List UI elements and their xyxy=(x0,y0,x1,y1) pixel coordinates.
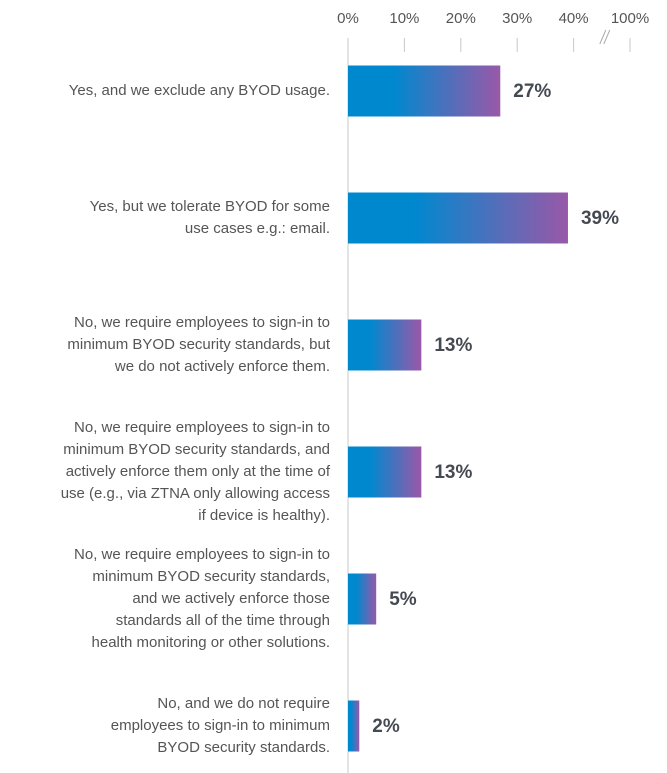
category-label: No, and we do not require employees to s… xyxy=(110,695,330,756)
value-label: 27% xyxy=(513,81,551,102)
value-label: 5% xyxy=(389,589,417,610)
bar xyxy=(348,700,360,752)
bar xyxy=(348,65,501,117)
value-label: 13% xyxy=(434,462,472,483)
x-tick-label: 40% xyxy=(559,10,589,27)
x-tick-label: 0% xyxy=(337,10,359,27)
category-label: No, we require employees to sign-in to m… xyxy=(67,314,330,375)
category-label: No, we require employees to sign-in to m… xyxy=(60,419,330,524)
x-tick-label: 20% xyxy=(446,10,476,27)
bar xyxy=(348,192,568,244)
category-label: Yes, and we exclude any BYOD usage. xyxy=(68,82,330,99)
axis-break xyxy=(599,29,607,45)
x-tick-label: 30% xyxy=(502,10,532,27)
bar xyxy=(348,446,422,498)
bar xyxy=(348,573,377,625)
category-label: Yes, but we tolerate BYOD for some use c… xyxy=(89,198,330,237)
value-label: 13% xyxy=(434,335,472,356)
value-label: 2% xyxy=(372,716,400,737)
category-label: No, we require employees to sign-in to m… xyxy=(74,546,330,651)
value-label: 39% xyxy=(581,208,619,229)
x-tick-label: 10% xyxy=(389,10,419,27)
axis-break xyxy=(603,29,611,45)
bar xyxy=(348,319,422,371)
x-tick-label: 100% xyxy=(611,10,649,27)
